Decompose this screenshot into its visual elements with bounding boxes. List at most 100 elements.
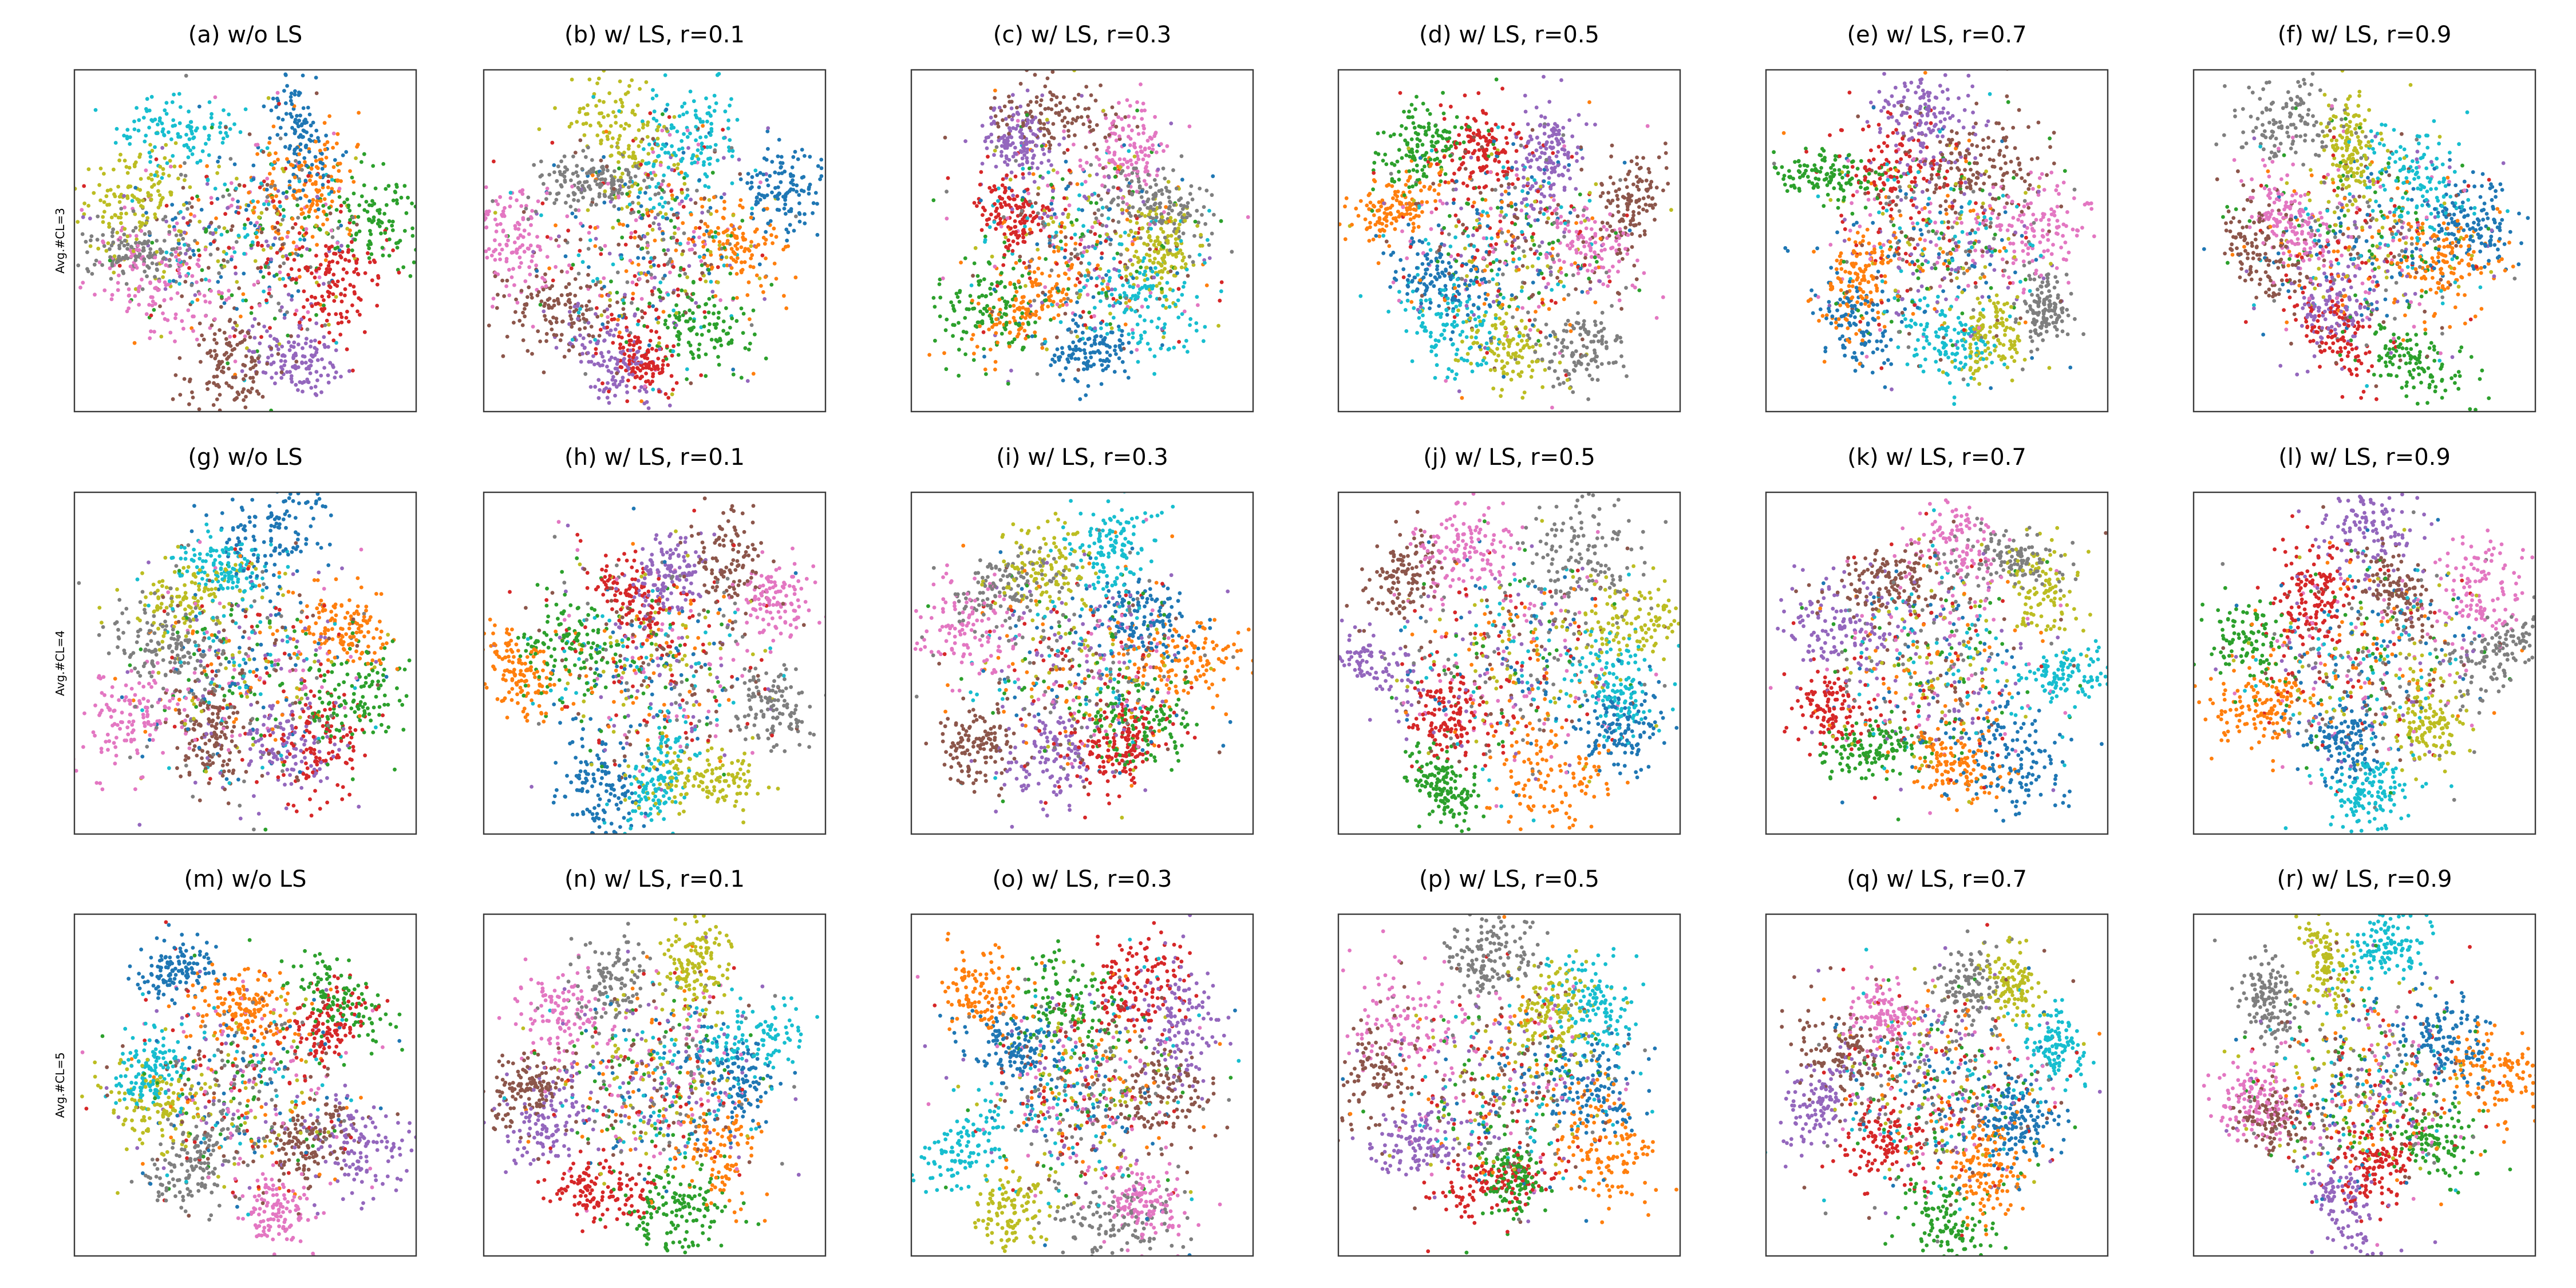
scatter-point <box>680 191 684 195</box>
scatter-point <box>1049 163 1053 167</box>
scatter-point <box>709 279 713 284</box>
scatter-point <box>554 264 558 269</box>
scatter-point <box>112 192 116 196</box>
scatter-point <box>816 164 820 168</box>
scatter-point <box>707 271 712 276</box>
scatter-point <box>270 163 274 167</box>
scatter-point <box>1043 107 1048 111</box>
scatter-point <box>604 129 609 134</box>
scatter-point <box>692 279 696 284</box>
scatter-point <box>200 149 205 153</box>
scatter-point <box>679 139 684 143</box>
scatter-point <box>356 215 361 219</box>
scatter-point <box>280 117 285 122</box>
scatter-point <box>813 191 818 195</box>
scatter-point <box>1029 110 1033 114</box>
scatter-point <box>223 212 227 216</box>
scatter-point <box>297 118 301 123</box>
scatter-point <box>196 248 201 252</box>
scatter-point <box>1131 205 1135 210</box>
scatter-point <box>125 234 130 239</box>
scatter-point <box>301 188 305 192</box>
scatter-point <box>660 128 665 133</box>
panel-frame <box>73 69 417 413</box>
scatter-point <box>80 208 84 212</box>
scatter-point <box>167 224 172 228</box>
scatter-point <box>1183 262 1188 266</box>
scatter-point <box>761 208 766 212</box>
scatter-point <box>681 221 685 226</box>
scatter-point <box>433 218 437 222</box>
scatter-point <box>521 235 526 239</box>
scatter-point <box>1174 252 1178 256</box>
scatter-point <box>215 247 220 251</box>
scatter-point <box>244 298 248 303</box>
scatter-point <box>227 384 231 388</box>
scatter-point <box>607 389 611 394</box>
scatter-point <box>654 307 658 312</box>
scatter-point <box>267 287 272 292</box>
scatter-point <box>685 135 690 139</box>
scatter-point <box>667 314 671 318</box>
scatter-point <box>314 268 318 272</box>
scatter-point <box>214 216 218 220</box>
scatter-point <box>613 382 617 386</box>
scatter-point <box>700 271 704 275</box>
scatter-point <box>163 215 168 219</box>
scatter-point <box>610 197 614 202</box>
scatter-point <box>599 313 604 318</box>
scatter-point <box>580 343 584 347</box>
scatter-point <box>351 180 356 184</box>
scatter-point <box>1033 320 1037 325</box>
scatter-point <box>82 212 86 216</box>
scatter-point <box>491 305 495 309</box>
scatter-point <box>1161 245 1165 249</box>
scatter-point <box>236 199 240 204</box>
scatter-point <box>222 108 226 112</box>
scatter-point <box>589 307 594 311</box>
scatter-point <box>646 250 650 255</box>
scatter-point <box>699 151 704 155</box>
scatter-point <box>1186 211 1190 216</box>
scatter-point <box>235 176 239 181</box>
scatter-point <box>179 230 183 234</box>
scatter-point <box>688 308 692 313</box>
scatter-point <box>328 267 333 271</box>
scatter-point <box>197 219 202 224</box>
scatter-point <box>307 215 311 219</box>
scatter-point <box>176 176 180 181</box>
scatter-point <box>285 157 289 161</box>
scatter-point <box>1152 275 1156 280</box>
scatter-point <box>1021 124 1025 128</box>
scatter-point <box>971 274 975 278</box>
scatter-point <box>177 246 182 251</box>
scatter-point <box>647 142 651 147</box>
scatter-point <box>730 181 734 185</box>
scatter-point <box>1043 84 1048 89</box>
scatter-point <box>1046 140 1051 144</box>
scatter-point <box>637 128 641 132</box>
scatter-point <box>776 154 780 159</box>
scatter-point <box>1062 136 1066 140</box>
scatter-point <box>603 244 607 248</box>
scatter-point <box>207 137 211 141</box>
scatter-point <box>271 124 276 129</box>
scatter-point <box>1108 353 1112 357</box>
scatter-point <box>290 380 294 384</box>
scatter-point <box>716 355 720 359</box>
scatter-point <box>1168 287 1172 291</box>
scatter-point <box>309 133 314 138</box>
scatter-point <box>324 270 328 275</box>
scatter-point <box>702 196 707 200</box>
scatter-point <box>996 186 1001 191</box>
scatter-point <box>487 323 491 327</box>
scatter-point <box>269 184 273 189</box>
scatter-point <box>765 207 769 211</box>
scatter-point <box>200 333 204 338</box>
scatter-point <box>283 73 288 77</box>
scatter-point <box>688 131 692 136</box>
scatter-point <box>327 330 331 335</box>
scatter-point <box>1076 105 1080 109</box>
scatter-point <box>342 200 346 205</box>
scatter-point <box>313 208 318 213</box>
